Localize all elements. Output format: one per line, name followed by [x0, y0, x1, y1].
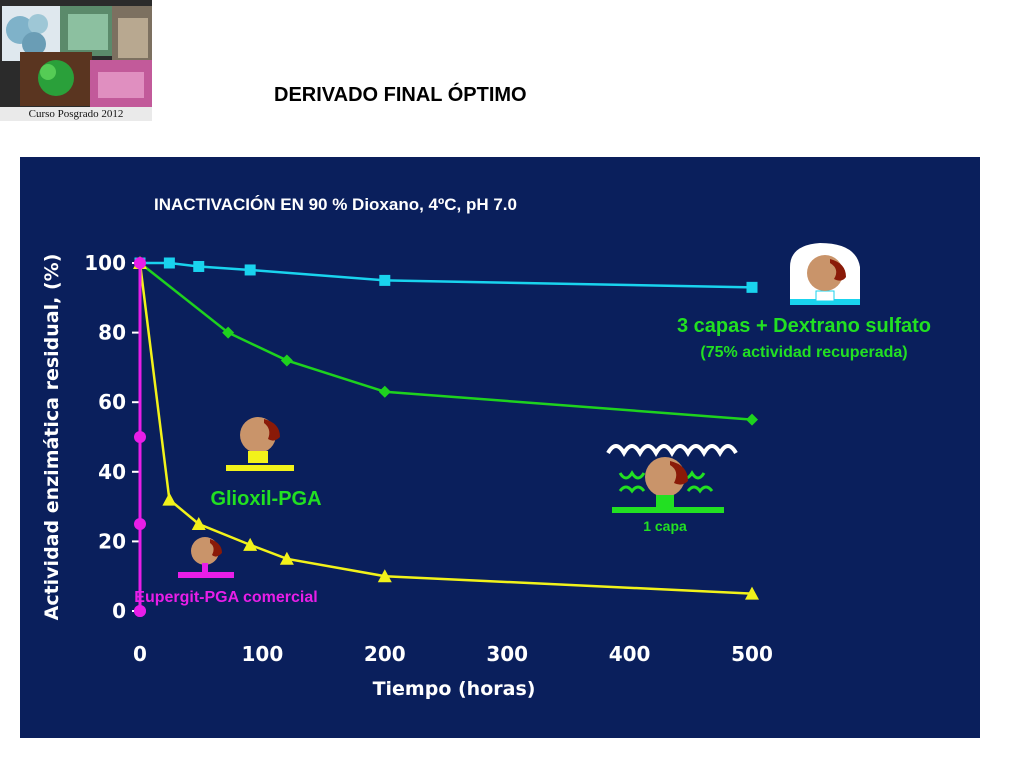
glioxil-protein-icon [226, 417, 294, 471]
x-tick-label: 0 [133, 642, 147, 666]
series-3 [134, 257, 146, 617]
series-0 [134, 257, 758, 293]
data-point [280, 354, 293, 367]
chart-series [133, 256, 759, 617]
data-point [134, 257, 146, 269]
series-line [140, 261, 753, 289]
thumbnail-collage-image [0, 0, 152, 121]
data-point [745, 586, 759, 600]
data-point [746, 281, 758, 293]
data-point [243, 537, 258, 551]
slide-title: DERIVADO FINAL ÓPTIMO [274, 84, 527, 106]
data-point [378, 385, 391, 398]
dextran-label: 3 capas + Dextrano sulfato [677, 315, 931, 337]
chart-title: INACTIVACIÓN EN 90 % Dioxano, 4ºC, pH 7.… [154, 195, 517, 214]
thumbnail-caption: Curso Posgrado 2012 [0, 107, 152, 121]
y-tick-label: 60 [98, 390, 126, 414]
one-layer-label: 1 capa [643, 518, 687, 534]
glioxil-label: Glioxil-PGA [210, 488, 321, 510]
chart-panel: INACTIVACIÓN EN 90 % Dioxano, 4ºC, pH 7.… [20, 157, 980, 738]
series-2 [133, 256, 759, 600]
x-axis-label: Tiempo (horas) [373, 678, 536, 700]
data-point [746, 413, 758, 426]
data-point [222, 326, 235, 339]
dextran-protein-icon [790, 243, 860, 305]
eupergit-protein-icon [178, 537, 234, 578]
y-axis-label: Actividad enzimática residual, (%) [41, 254, 63, 621]
x-tick-label: 300 [486, 642, 528, 666]
data-point [244, 264, 256, 276]
data-point [163, 257, 175, 269]
y-tick-label: 20 [98, 529, 126, 553]
data-point [134, 605, 146, 617]
data-point [379, 274, 391, 286]
course-thumbnail: Curso Posgrado 2012 [0, 0, 152, 121]
x-tick-label: 500 [731, 642, 773, 666]
x-tick-label: 200 [364, 642, 406, 666]
data-point [162, 492, 177, 506]
eupergit-label: Eupergit-PGA comercial [134, 589, 317, 606]
data-point [279, 551, 294, 565]
dextran-sublabel: (75% actividad recuperada) [700, 344, 907, 361]
data-point [134, 431, 146, 443]
y-tick-label: 80 [98, 321, 126, 345]
one-layer-protein-icon [606, 444, 738, 513]
x-tick-label: 400 [609, 642, 651, 666]
data-point [377, 569, 392, 583]
inactivation-chart: INACTIVACIÓN EN 90 % Dioxano, 4ºC, pH 7.… [41, 195, 931, 700]
y-tick-label: 40 [98, 460, 126, 484]
series-line [138, 262, 753, 595]
y-tick-label: 0 [112, 599, 126, 623]
data-point [134, 518, 146, 530]
y-tick-label: 100 [84, 251, 126, 275]
x-tick-label: 100 [242, 642, 284, 666]
data-point [191, 517, 206, 530]
data-point [193, 260, 205, 272]
